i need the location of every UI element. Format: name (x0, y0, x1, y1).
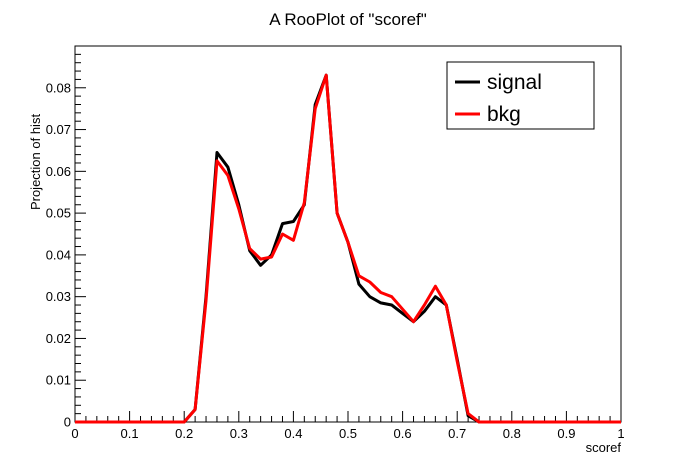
y-tick-label: 0.06 (46, 164, 71, 179)
series-lines (75, 73, 621, 424)
y-tick-label: 0.03 (46, 289, 71, 304)
y-tick-label: 0.04 (46, 247, 71, 262)
y-tick-label: 0.08 (46, 80, 71, 95)
y-axis-label: Projection of hist (28, 114, 43, 210)
y-tick-label: 0 (64, 415, 71, 430)
x-tick-label: 0.1 (121, 426, 139, 441)
y-tick-label: 0.05 (46, 206, 71, 221)
x-axis-label: scoref (586, 440, 622, 455)
x-tick-label: 0.5 (339, 426, 357, 441)
y-tick-label: 0.07 (46, 122, 71, 137)
legend-label-signal: signal (487, 71, 542, 94)
legend: signal bkg (446, 61, 595, 130)
x-tick-label: 0.9 (557, 426, 575, 441)
y-tick-label: 0.02 (46, 331, 71, 346)
x-tick-label: 0.6 (394, 426, 412, 441)
x-axis-ticks: 0 0.1 0.2 0.3 0.4 0.5 0.6 0.7 0.8 0.9 1 (71, 411, 625, 441)
x-tick-label: 1 (617, 426, 624, 441)
legend-label-bkg: bkg (487, 103, 521, 126)
x-tick-label: 0.2 (175, 426, 193, 441)
series-line-bkg (75, 73, 621, 424)
y-tick-label: 0.01 (46, 373, 71, 388)
x-tick-label: 0.4 (284, 426, 302, 441)
x-tick-label: 0.3 (230, 426, 248, 441)
chart-title: A RooPlot of "scoref" (269, 10, 427, 29)
x-tick-label: 0.7 (448, 426, 466, 441)
y-axis-ticks: 0 0.01 0.02 0.03 0.04 0.05 0.06 0.07 0.08 (46, 53, 86, 430)
legend-box (446, 61, 595, 130)
x-tick-label: 0.8 (503, 426, 521, 441)
x-tick-label: 0 (71, 426, 78, 441)
